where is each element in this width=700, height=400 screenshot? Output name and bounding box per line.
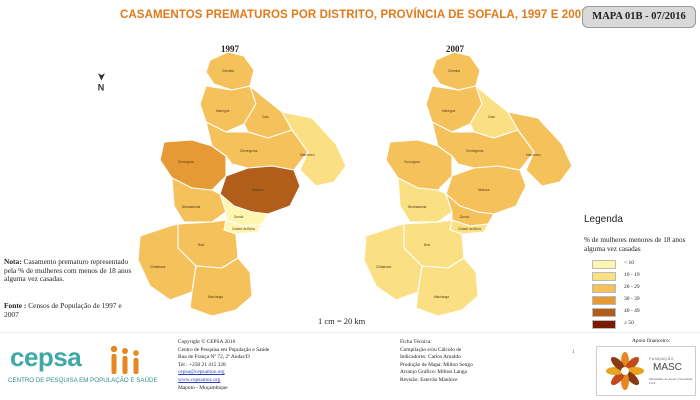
logo-name: cepsa	[10, 342, 82, 372]
legend-swatch	[592, 284, 616, 293]
legend-title: Legenda	[584, 214, 623, 225]
source-label: Fonte :	[4, 301, 27, 310]
label-nhamatanda-2007: Nhamatanda	[408, 205, 426, 209]
website-link[interactable]: www.cepsamoz.org	[178, 376, 221, 383]
map-scale: 1 cm = 20 km	[318, 316, 366, 326]
email-link[interactable]: cepsa@cepsamoz.org	[178, 369, 225, 376]
technical-line: Arranjo Gráfico: Milton Langa	[400, 369, 467, 376]
technical-line: Produção de Mapa: Milton Sengo	[400, 361, 473, 368]
label-dondo-1997: Dondo	[234, 215, 244, 219]
label-cheringoma-2007: Cheringoma	[466, 149, 484, 153]
technical-line: Ficha Técnica:	[400, 339, 432, 345]
legend-label: 20 - 29	[624, 284, 640, 290]
copyright-line: Copyright © CEPSA 2016	[178, 339, 236, 345]
legend-label: < 10	[624, 260, 634, 266]
legend-item: ≥ 50	[592, 320, 682, 329]
label-chemba-2007: Chemba	[448, 69, 460, 73]
label-cheringoma-1997: Cheringoma	[240, 149, 258, 153]
legend-item: 40 - 49	[592, 308, 682, 317]
source-block: Fonte : Censos de População de 1997 e 20…	[4, 301, 134, 319]
label-chemba-1997: Chemba	[222, 69, 234, 73]
map-1997: Chemba Maríngué Caia Gorongosa Cheringom…	[137, 51, 347, 317]
label-machanga-2007: Machanga	[434, 295, 449, 299]
legend-swatch	[592, 260, 616, 269]
label-buzi-2007: Búzi	[424, 243, 430, 247]
copyright-city: Maputo - Moçambique	[178, 384, 228, 391]
legend-swatch	[592, 320, 616, 329]
legend-swatch	[592, 308, 616, 317]
label-buzi-1997: Búzi	[198, 243, 204, 247]
copyright-line: Centro de Pesquisa em População e Saúde	[178, 346, 270, 353]
label-muanza-2007: Muanza	[478, 188, 490, 192]
copyright-line: Tel : +258 21 415 328	[178, 361, 226, 368]
people-figures-icon	[110, 345, 139, 374]
label-dondo-2007: Dondo	[460, 215, 470, 219]
technical-line: Revisão: Estevão Manhice	[400, 376, 458, 383]
map-title: CASAMENTOS PREMATUROS POR DISTRITO, PROV…	[120, 9, 588, 21]
label-gorongosa-2007: Gorongosa	[404, 160, 420, 164]
note-text: Casamento prematuro representado pela % …	[4, 257, 132, 284]
label-nhamatanda-1997: Nhamatanda	[182, 205, 200, 209]
label-chibabava-2007: Chibabava	[376, 265, 391, 269]
logo-tagline: CENTRO DE PESQUISA EM POPULAÇÃO E SAÚDE	[8, 377, 158, 384]
map-code-badge: MAPA 01B - 07/2016	[582, 6, 696, 28]
legend-item: 30 - 39	[592, 296, 682, 305]
masc-logo: FUNDAÇÃO MASC Mecanismo de Apoio à Socie…	[596, 346, 696, 396]
label-chibabava-1997: Chibabava	[150, 265, 165, 269]
district-marromeu-2007	[507, 111, 573, 187]
masc-description: Mecanismo de Apoio à Sociedade Civil	[649, 377, 693, 385]
footer-divider	[0, 332, 700, 333]
district-gorongosa-2007	[385, 139, 453, 191]
label-muanza-1997: Muanza	[252, 188, 264, 192]
note-label: Nota:	[4, 257, 22, 266]
copyright-line: Rua de França Nº 72, 2º Andar/D	[178, 354, 250, 361]
legend-label: 40 - 49	[624, 308, 640, 314]
label-maringue-2007: Maríngué	[442, 109, 456, 113]
support-label: Apoio financeiro:	[632, 338, 671, 344]
district-machanga-2007	[415, 257, 479, 317]
label-beira-1997: Cidade da Beira	[232, 227, 255, 231]
technical-line: Compilação e/ou Cálculo de	[400, 346, 462, 353]
label-machanga-1997: Machanga	[208, 295, 223, 299]
label-gorongosa-1997: Gorongosa	[178, 160, 194, 164]
district-marromeu-1997	[281, 111, 347, 187]
district-gorongosa-1997	[159, 139, 227, 191]
masc-name: MASC	[653, 362, 682, 373]
legend-label: 10 - 19	[624, 272, 640, 278]
legend-label: 30 - 39	[624, 296, 640, 302]
note-block: Nota: Casamento prematuro representado p…	[4, 257, 134, 284]
legend-item: 10 - 19	[592, 272, 682, 281]
label-beira-2007: Cidade da Beira	[458, 227, 481, 231]
label-maringue-1997: Maríngué	[216, 109, 230, 113]
technical-line: Indicadores: Carlos Arnaldo	[400, 354, 461, 361]
legend-item: < 10	[592, 260, 682, 269]
masc-foundation: FUNDAÇÃO	[649, 357, 674, 361]
legend-swatch	[592, 272, 616, 281]
label-marromeu-1997: Marromeu	[300, 153, 315, 157]
copyright-block: Copyright © CEPSA 2016 Centro de Pesquis…	[178, 339, 348, 392]
map-year-1997: 1997	[221, 44, 239, 54]
technical-sheet: Ficha Técnica: Compilação e/ou Cálculo d…	[400, 339, 550, 385]
district-machanga-1997	[189, 257, 253, 317]
label-caia-1997: Caia	[262, 115, 269, 119]
label-marromeu-2007: Marromeu	[526, 153, 541, 157]
legend-subtitle: % de mulheres menores de 18 anos alguma …	[584, 236, 686, 253]
flower-icon	[606, 352, 644, 390]
legend-label: ≥ 50	[624, 320, 634, 326]
legend-swatch	[592, 296, 616, 305]
source-text: Censos de População de 1997 e 2007	[4, 301, 122, 319]
map-year-2007: 2007	[446, 44, 464, 54]
legend-item: 20 - 29	[592, 284, 682, 293]
page-marker: 1	[572, 350, 575, 355]
label-caia-2007: Caia	[488, 115, 495, 119]
map-2007: Chemba Maríngué Caia Gorongosa Cheringom…	[363, 51, 573, 317]
cepsa-logo: cepsa CENTRO DE PESQUISA EM POPULAÇÃO E …	[8, 340, 168, 392]
